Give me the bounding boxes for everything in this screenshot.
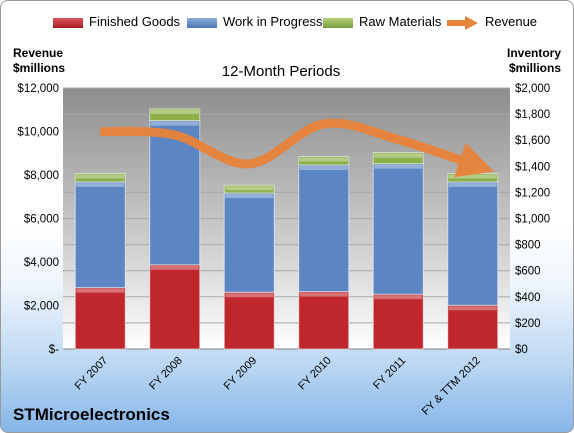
bar-raw-materials-highlight	[76, 174, 125, 179]
left-axis-tick-label: $-	[49, 344, 59, 356]
bar-work-in-progress-highlight	[299, 165, 348, 170]
x-axis-tick-label: FY 2008	[147, 355, 185, 393]
bar-finished-goods-highlight	[374, 295, 423, 300]
right-axis-tick-label: $0	[515, 344, 528, 356]
right-axis-tick-label: $2,000	[515, 83, 550, 95]
bar-stacks	[74, 108, 499, 350]
left-axis-ticks: $- $2,000 $4,000 $6,000 $8,000 $10,000 $12,000	[17, 83, 59, 356]
right-axis-title: Inventory $millions	[507, 46, 561, 76]
company-name: STMicroelectronics	[13, 405, 170, 424]
left-axis-tick-label: $2,000	[24, 301, 59, 313]
bar-raw-materials	[298, 156, 350, 166]
bar-finished-goods	[372, 293, 424, 350]
x-axis-tick-label: FY 2009	[222, 355, 260, 393]
x-axis-tick-label: FY 2010	[296, 355, 334, 393]
x-axis-tick-label: FY & TTM 2012	[420, 355, 483, 418]
bar-work-in-progress	[223, 192, 275, 293]
bar-work-in-progress	[447, 181, 499, 306]
left-axis-tick-label: $8,000	[24, 170, 59, 182]
revenue-line	[100, 118, 495, 178]
bar-finished-goods	[149, 264, 201, 350]
bar-finished-goods-highlight	[299, 292, 348, 297]
legend-label-work-in-progress: Work in Progress	[223, 14, 323, 29]
bar-work-in-progress	[298, 164, 350, 293]
bar-raw-materials	[223, 184, 275, 194]
bar-raw-materials-highlight	[374, 153, 423, 158]
plot-title: 12-Month Periods	[221, 63, 341, 80]
legend-label-finished-goods: Finished Goods	[89, 14, 181, 29]
left-axis-tick-label: $12,000	[17, 83, 59, 95]
bar-finished-goods-highlight	[225, 293, 274, 298]
bar-raw-materials-highlight	[150, 109, 199, 114]
left-axis-tick-label: $4,000	[24, 257, 59, 269]
legend-label-revenue: Revenue	[485, 14, 538, 29]
right-axis-tick-label: $800	[515, 240, 541, 252]
bar-finished-goods	[298, 291, 350, 350]
legend: Finished Goods Work in Progress Raw Mate…	[1, 14, 573, 34]
right-axis-title-line2: $millions	[508, 61, 561, 75]
bar-finished-goods	[223, 291, 275, 350]
right-axis-tick-label: $1,400	[515, 161, 550, 173]
bar-finished-goods-highlight	[76, 288, 125, 293]
legend-swatch-finished-goods	[53, 18, 83, 28]
right-axis-tick-label: $1,800	[515, 109, 550, 121]
left-axis-title: Revenue $millions	[13, 46, 65, 76]
right-axis-ticks: $0 $200 $400 $600 $800 $1,000 $1,200 $1,400 $1,6…	[515, 83, 550, 356]
x-axis-tick-label: FY 2011	[371, 355, 408, 392]
x-axis-tick-label: FY 2007	[73, 355, 111, 393]
left-axis-tick-label: $6,000	[24, 214, 59, 226]
bar-raw-materials	[149, 108, 201, 122]
left-axis-title-line1: Revenue	[13, 46, 64, 60]
bar-finished-goods-highlight	[448, 306, 497, 311]
bar-raw-materials	[74, 172, 126, 183]
bar-work-in-progress-highlight	[448, 182, 497, 187]
right-axis-tick-label: $1,200	[515, 187, 550, 199]
right-axis-tick-label: $1,000	[515, 214, 550, 226]
bar-raw-materials-highlight	[299, 157, 348, 162]
bar-work-in-progress	[372, 163, 424, 295]
legend-swatch-work-in-progress	[187, 18, 217, 28]
bar-raw-materials	[372, 152, 424, 165]
bar-work-in-progress-highlight	[374, 164, 423, 169]
bar-work-in-progress	[74, 181, 126, 289]
right-axis-tick-label: $600	[515, 266, 541, 278]
legend-swatch-raw-materials	[323, 18, 353, 28]
bar-finished-goods-highlight	[150, 265, 199, 270]
right-axis-tick-label: $1,600	[515, 135, 550, 147]
revenue-layer	[100, 118, 495, 178]
left-axis-title-line2: $millions	[13, 61, 66, 75]
bar-finished-goods	[74, 287, 126, 350]
right-axis-tick-label: $200	[515, 318, 541, 330]
gridlines	[63, 87, 510, 350]
bar-finished-goods	[447, 304, 499, 350]
bar-raw-materials-highlight	[448, 174, 497, 179]
bar-raw-materials-highlight	[225, 186, 274, 191]
right-axis-title-line1: Inventory	[506, 46, 561, 60]
left-axis-tick-label: $10,000	[17, 127, 59, 139]
legend-swatch-revenue	[447, 16, 478, 30]
bar-work-in-progress-highlight	[225, 194, 274, 199]
bar-work-in-progress-highlight	[150, 121, 199, 126]
right-axis-tick-label: $400	[515, 292, 541, 304]
bar-work-in-progress-highlight	[76, 182, 125, 187]
legend-label-raw-materials: Raw Materials	[359, 14, 442, 29]
